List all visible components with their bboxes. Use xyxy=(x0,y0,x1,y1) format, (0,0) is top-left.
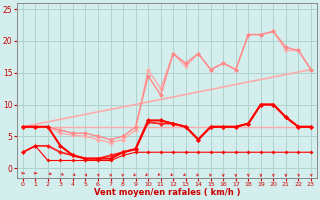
X-axis label: Vent moyen/en rafales ( km/h ): Vent moyen/en rafales ( km/h ) xyxy=(94,188,240,197)
